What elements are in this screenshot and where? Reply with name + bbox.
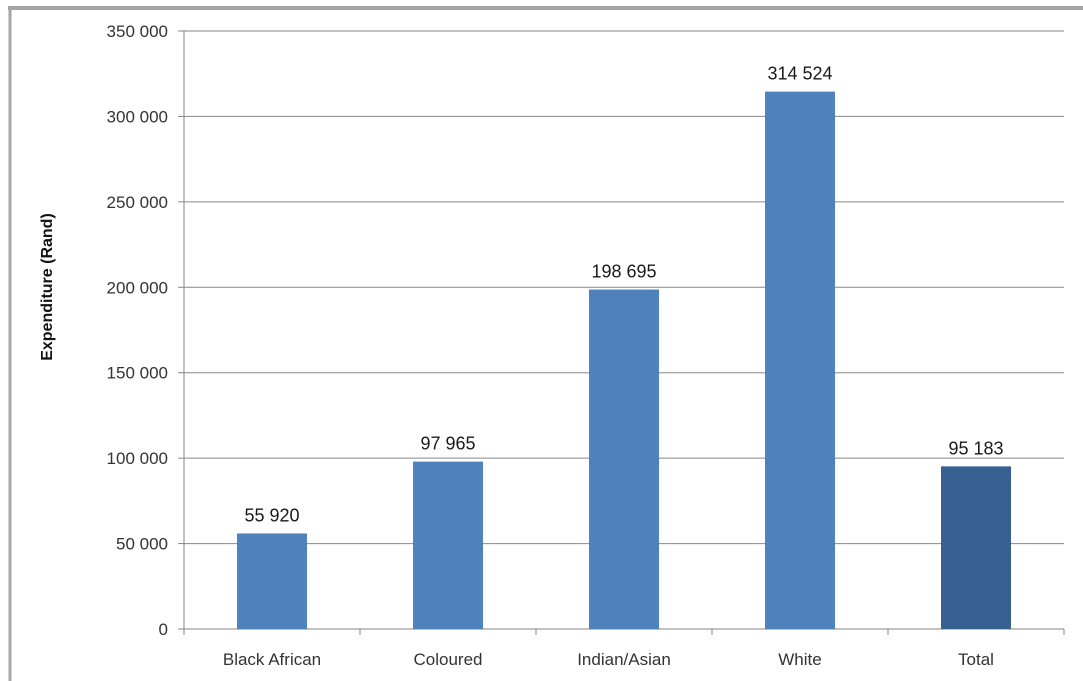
bars (237, 91, 1011, 629)
x-category-label: White (778, 650, 821, 669)
x-category-label: Total (958, 650, 994, 669)
bar-black-african (237, 533, 307, 629)
x-category-label: Black African (223, 650, 321, 669)
y-tick-label: 50 000 (116, 535, 168, 554)
x-category-label: Coloured (414, 650, 483, 669)
bar-value-label: 55 920 (244, 505, 299, 525)
bar-value-label: 314 524 (767, 64, 832, 84)
y-axis-title: Expenditure (Rand) (39, 213, 56, 361)
y-tick-label: 0 (159, 620, 168, 639)
bar-value-label: 95 183 (948, 438, 1003, 458)
bar-indian-asian (589, 289, 659, 629)
x-category-label: Indian/Asian (577, 650, 671, 669)
y-tick-label: 200 000 (107, 278, 168, 297)
bar-white (765, 91, 835, 629)
y-tick-label: 300 000 (107, 107, 168, 126)
labels: 0 50 000 100 000 150 000 200 000 250 000 300 0… (107, 22, 1004, 669)
bar-value-label: 198 695 (591, 262, 656, 282)
y-tick-label: 100 000 (107, 449, 168, 468)
bar-total (941, 466, 1011, 629)
y-tick-label: 250 000 (107, 193, 168, 212)
bar-coloured (413, 461, 483, 629)
y-tick-label: 350 000 (107, 22, 168, 41)
y-tick-label: 150 000 (107, 364, 168, 383)
bar-value-label: 97 965 (420, 434, 475, 454)
